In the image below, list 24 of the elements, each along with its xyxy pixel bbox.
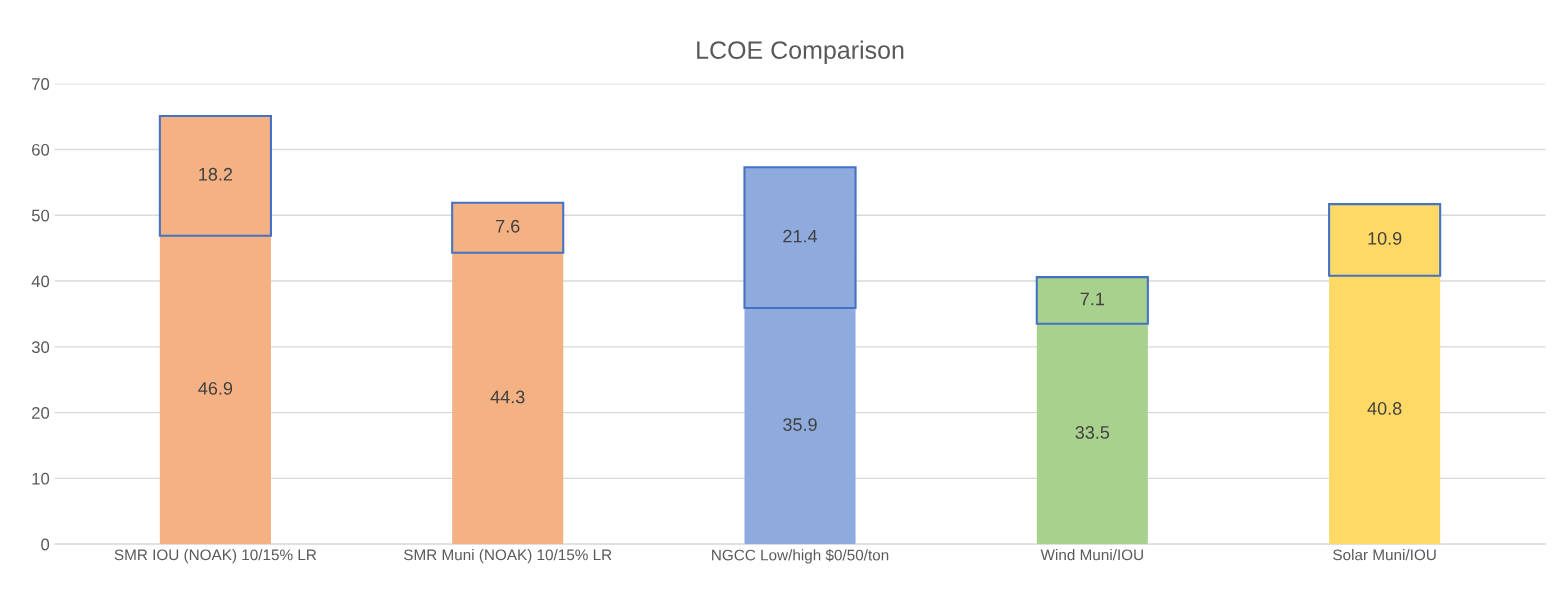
x-tick-label: Solar Muni/IOU [1333, 549, 1436, 561]
data-label: 10.9 [1368, 232, 1402, 245]
y-tick-label: 70 [32, 78, 50, 90]
data-label: 44.3 [490, 390, 525, 404]
y-tick-label: 30 [31, 341, 50, 354]
x-tick-label: Wind Muni/IOU [1040, 549, 1143, 561]
y-tick-label: 0 [41, 538, 50, 551]
data-label: 35.9 [783, 418, 817, 431]
y-tick-label: 50 [31, 209, 50, 222]
data-label: 46.9 [198, 381, 233, 395]
x-tick-label: SMR Muni (NOAK) 10/15% LR [403, 549, 612, 564]
data-label: 21.4 [783, 229, 818, 243]
y-tick-label: 20 [32, 407, 50, 419]
y-tick-label: 60 [32, 143, 50, 156]
y-tick-label: 40 [31, 275, 50, 288]
x-tick-label: SMR IOU (NOAK) 10/15% LR [114, 549, 317, 564]
data-label: 7.1 [1080, 292, 1104, 306]
data-label: 40.8 [1367, 402, 1402, 415]
data-label: 33.5 [1075, 426, 1110, 439]
data-label: 7.6 [496, 219, 520, 233]
x-tick-label: NGCC Low/high $0/50/ton [712, 549, 889, 564]
data-label: 18.2 [199, 167, 233, 181]
chart-title: LCOE Comparison [697, 40, 904, 64]
y-tick-label: 10 [32, 472, 50, 485]
